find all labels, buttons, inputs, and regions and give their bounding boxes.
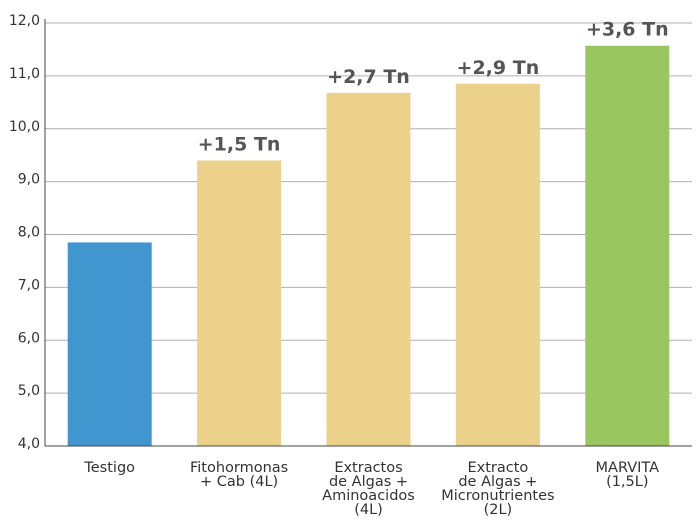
- bar: [67, 242, 152, 446]
- bar: [585, 45, 670, 447]
- category-label: MARVITA (1,5L): [596, 460, 660, 490]
- y-tick-label: 6,0: [18, 330, 40, 346]
- category-label: Testigo: [83, 460, 135, 476]
- y-tick-label: 11,0: [9, 66, 40, 82]
- y-tick-label: 7,0: [18, 277, 40, 293]
- data-label: +2,9 Tn: [457, 57, 540, 79]
- bars: [67, 45, 670, 447]
- data-label: +3,6 Tn: [586, 19, 669, 41]
- y-tick-label: 10,0: [9, 119, 40, 135]
- data-label: +2,7 Tn: [327, 66, 410, 88]
- category-label: Fitohormonas + Cab (4L): [190, 460, 288, 490]
- bar: [197, 160, 282, 446]
- y-tick-label: 4,0: [18, 436, 40, 452]
- axes: [44, 19, 692, 447]
- y-tick-labels: 4,0 5,0 6,0 7,0 8,0 9,0 10,0 11,0 12,0: [9, 13, 40, 452]
- bar: [326, 92, 411, 447]
- y-tick-label: 12,0: [9, 13, 40, 29]
- y-tick-label: 8,0: [18, 225, 40, 241]
- y-tick-label: 9,0: [18, 172, 40, 188]
- category-label: Extractos de Algas + Aminoacidos (4L): [322, 460, 415, 518]
- bar: [455, 83, 540, 447]
- data-label: +1,5 Tn: [198, 133, 281, 155]
- data-labels: +1,5 Tn +2,7 Tn +2,9 Tn +3,6 Tn: [198, 19, 669, 156]
- y-tick-label: 5,0: [18, 383, 40, 399]
- category-labels: Testigo Fitohormonas + Cab (4L) Extractos de…: [83, 460, 659, 518]
- category-label: Extracto de Algas + Micronutrientes (2L): [441, 460, 554, 518]
